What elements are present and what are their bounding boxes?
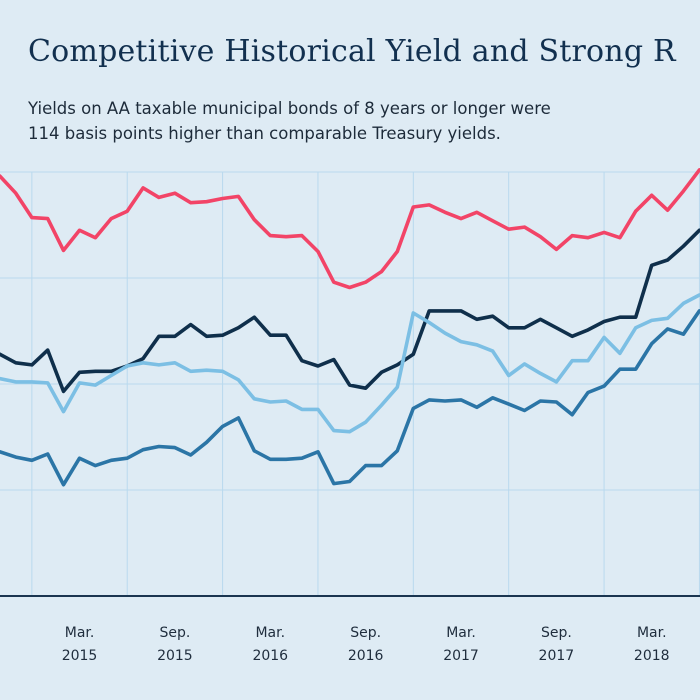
x-axis: Mar. 2015 Sep. 2015 Mar. 2016 Sep. 2016 Mar. 2017… bbox=[0, 595, 700, 664]
x-tick-year-5: 2017 bbox=[443, 648, 479, 664]
x-tick-year-4: 2016 bbox=[348, 648, 384, 664]
x-tick-year-2: 2015 bbox=[157, 648, 193, 664]
x-tick-month-4: Sep. bbox=[350, 625, 381, 641]
x-tick-year-3: 2016 bbox=[252, 648, 288, 664]
series-line-3 bbox=[0, 293, 700, 434]
x-tick-month-7: Mar. bbox=[637, 625, 667, 641]
x-tick-year-1: 2015 bbox=[62, 648, 98, 664]
x-tick-year-7: 2018 bbox=[634, 648, 670, 664]
series-layer bbox=[0, 168, 700, 487]
subtitle-line-2: 114 basis points higher than comparable … bbox=[28, 124, 501, 143]
x-tick-month-2: Sep. bbox=[159, 625, 190, 641]
x-tick-month-3: Mar. bbox=[255, 625, 285, 641]
series-line-4 bbox=[0, 309, 700, 487]
series-line-1 bbox=[0, 168, 700, 290]
chart-subtitle: Yields on AA taxable municipal bonds of … bbox=[28, 96, 668, 146]
x-tick-month-1: Mar. bbox=[65, 625, 95, 641]
chart-title: Competitive Historical Yield and Strong … bbox=[28, 34, 676, 69]
x-tick-month-5: Mar. bbox=[446, 625, 476, 641]
subtitle-line-1: Yields on AA taxable municipal bonds of … bbox=[28, 99, 551, 118]
x-tick-year-6: 2017 bbox=[539, 648, 575, 664]
series-line-2 bbox=[0, 228, 700, 394]
x-tick-month-6: Sep. bbox=[541, 625, 572, 641]
